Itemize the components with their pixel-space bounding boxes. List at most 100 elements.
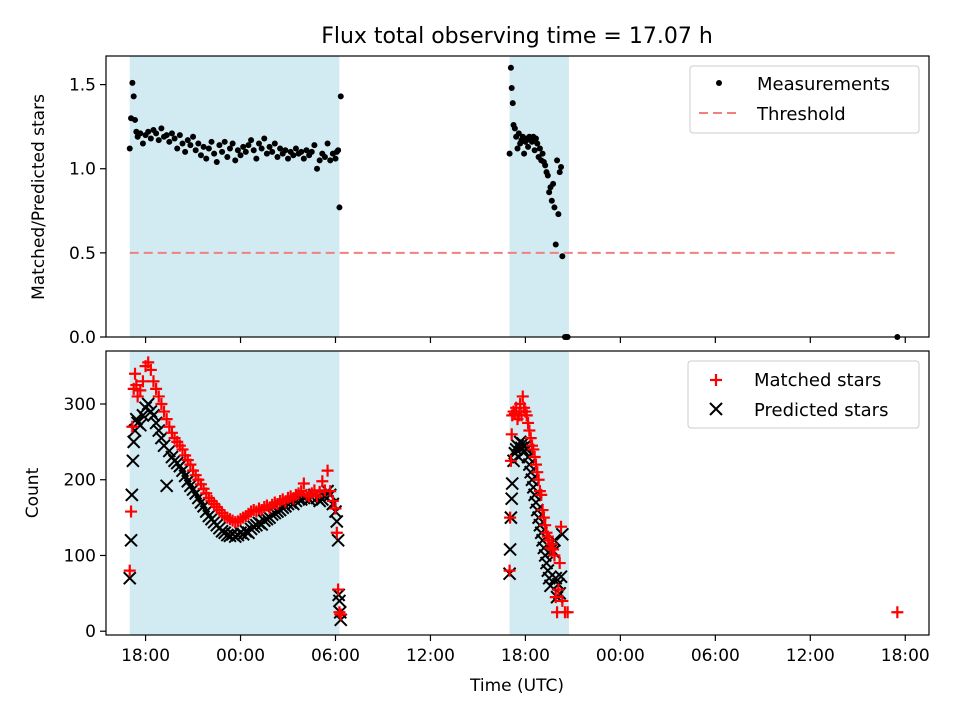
measurement-point	[240, 143, 247, 150]
matched-star-point	[555, 520, 568, 533]
matched-star-point	[522, 416, 535, 429]
predicted-star-point	[124, 533, 138, 548]
y-tick-label: 0	[85, 622, 96, 642]
measurement-point	[229, 140, 236, 147]
measurement-point	[271, 140, 278, 147]
y-tick-label: 200	[64, 471, 96, 491]
matched-star-point	[891, 606, 904, 619]
measurement-point	[324, 140, 331, 147]
predicted-star-point	[154, 431, 169, 445]
measurement-point	[232, 157, 239, 164]
matched-star-point	[561, 606, 574, 619]
matched-star-point	[300, 488, 313, 501]
measurement-point	[515, 130, 522, 137]
measurement-point	[216, 142, 223, 149]
matched-star-point	[529, 458, 542, 471]
measurement-point	[327, 157, 334, 164]
matched-star-point	[147, 375, 160, 388]
measurement-point	[311, 142, 318, 149]
measurement-point	[205, 145, 212, 152]
measurement-point	[282, 147, 289, 154]
matched-star-point	[163, 420, 176, 433]
y-tick-label: 1.5	[69, 76, 96, 96]
matched-star-point	[505, 428, 518, 441]
matched-star-point	[160, 413, 173, 426]
measurement-point	[550, 180, 557, 187]
measurement-point	[542, 162, 549, 169]
measurement-point	[508, 84, 515, 91]
top-legend: Measurements Threshold	[689, 65, 920, 134]
measurement-point	[292, 145, 299, 152]
measurement-point	[163, 132, 170, 139]
matched-star-point	[330, 526, 343, 539]
legend-marker-measurements	[716, 80, 722, 86]
matched-star-point	[556, 594, 569, 607]
measurement-point	[555, 211, 562, 218]
matched-star-point	[136, 375, 149, 388]
measurement-point	[168, 130, 175, 137]
matched-star-point	[126, 420, 139, 433]
measurement-point	[213, 159, 220, 166]
matched-star-point	[535, 488, 548, 501]
matched-star-point	[268, 496, 281, 509]
measurement-point	[511, 125, 518, 132]
bottom-legend-box	[687, 360, 920, 429]
matched-star-point	[537, 511, 550, 524]
predicted-star-point	[146, 408, 161, 423]
x-tick-label: 12:00	[406, 646, 455, 666]
matched-star-point	[308, 484, 321, 497]
matched-star-point	[313, 485, 326, 498]
measurement-point	[337, 93, 344, 100]
measurement-point	[314, 165, 321, 172]
measurement-point	[129, 79, 136, 86]
matched-star-point	[334, 608, 347, 621]
measurement-point	[253, 155, 260, 162]
measurement-point	[137, 130, 144, 137]
top-y-axis-label: Matched/Predicted stars	[29, 94, 49, 300]
matched-star-point	[531, 466, 544, 479]
x-axis-label: Time (UTC)	[469, 676, 564, 696]
matched-star-point	[523, 424, 536, 437]
x-tick-label: 12:00	[786, 646, 835, 666]
matched-star-point	[129, 367, 142, 380]
measurement-point	[507, 64, 514, 71]
predicted-star-point	[125, 488, 139, 502]
measurement-point	[237, 152, 244, 159]
matched-star-point	[549, 591, 562, 604]
matched-star-point	[125, 505, 138, 518]
measurement-point	[248, 137, 255, 144]
predicted-star-point	[126, 454, 140, 468]
matched-star-point	[276, 493, 289, 506]
matched-star-point	[252, 502, 265, 515]
matched-star-point	[536, 504, 549, 517]
x-tick-label: 06:00	[311, 646, 360, 666]
measurement-point	[219, 148, 226, 155]
measurement-point	[126, 145, 133, 152]
observing-intervals	[129, 56, 569, 337]
counts-panel: 0 100 200 300 18:00 00:00 06:00 12:00 18:00 00:0…	[23, 350, 930, 696]
legend-label-predicted: Predicted stars	[754, 400, 888, 421]
y-tick-label: 1.0	[69, 160, 96, 180]
matched-star-point	[552, 583, 565, 596]
x-tick-label: 00:00	[596, 646, 645, 666]
measurement-point	[245, 142, 252, 149]
matched-star-point	[532, 473, 545, 486]
measurement-point	[226, 145, 233, 152]
measurement-point	[153, 130, 160, 137]
matched-star-point	[528, 451, 541, 464]
measurement-point	[552, 241, 559, 248]
top-x-axis	[144, 337, 906, 343]
measurement-point	[147, 135, 154, 142]
matched-star-point	[324, 485, 337, 498]
matched-star-point	[504, 511, 517, 524]
measurement-point	[303, 147, 310, 154]
matched-star-point	[150, 382, 163, 395]
predicted-star-point	[505, 476, 519, 491]
measurement-point	[546, 189, 553, 196]
bottom-legend: Matched stars Predicted stars	[687, 360, 920, 429]
measurement-point	[132, 116, 139, 123]
observing-interval-2	[509, 56, 569, 337]
matched-star-point	[297, 477, 310, 490]
matched-star-point	[292, 487, 305, 500]
